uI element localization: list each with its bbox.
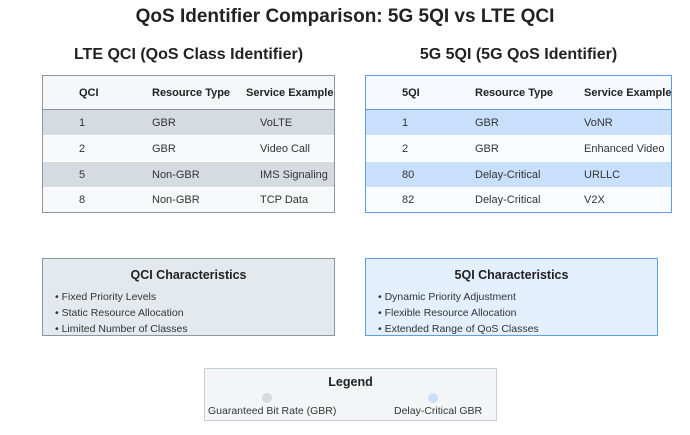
qci-characteristics-box: QCI Characteristics • Fixed Priority Lev… [42,258,335,336]
list-item: • Fixed Priority Levels [55,291,157,303]
table-cell: Non-GBR [152,168,200,181]
table-row: 8 Non-GBR TCP Data [43,188,334,212]
table-row: 80 Delay-Critical URLLC [366,162,671,188]
legend-label-gbr: Guaranteed Bit Rate (GBR) [208,405,337,417]
legend-label-delay-critical: Delay-Critical GBR [394,405,483,417]
table-cell: GBR [152,142,176,155]
list-item: • Dynamic Priority Adjustment [378,291,516,303]
lte-qci-table: QCI Resource Type Service Example 1 GBR … [42,75,335,213]
table-cell: Video Call [260,142,310,155]
5qi-characteristics-list: • Dynamic Priority Adjustment • Flexible… [378,289,539,337]
delay-critical-legend-swatch [428,393,438,403]
gbr-legend-swatch [262,393,272,403]
legend: Legend Guaranteed Bit Rate (GBR) Delay-C… [204,368,497,421]
table-row: 1 GBR VoNR [366,110,671,136]
table-cell: V2X [584,194,605,206]
list-item: • Extended Range of QoS Classes [378,323,539,335]
column-header: 5QI [402,86,420,99]
table-cell: 1 [402,116,409,129]
table-cell: Delay-Critical [475,168,541,181]
table-cell: 82 [402,194,415,206]
table-cell: URLLC [584,168,621,181]
table-cell: GBR [475,142,499,155]
table-row: 2 GBR Enhanced Video [366,136,671,162]
lte-section-heading: LTE QCI (QoS Class Identifier) [73,46,304,63]
5qi-characteristics-box: 5QI Characteristics • Dynamic Priority A… [365,258,658,336]
table-cell: Non-GBR [152,194,200,206]
list-item: • Flexible Resource Allocation [378,307,517,319]
table-cell: 2 [402,142,409,155]
table-cell: 5 [79,168,86,181]
nr-5qi-table: 5QI Resource Type Service Example 1 GBR … [365,75,672,213]
column-header: Resource Type [152,86,231,99]
table-cell: IMS Signaling [260,168,328,181]
5qi-characteristics-title: 5QI Characteristics [454,268,569,282]
table-cell: VoNR [584,116,613,129]
table-header-row: 5QI Resource Type Service Example [366,76,671,110]
table-row: 5 Non-GBR IMS Signaling [43,162,334,188]
column-header: Service Example [246,86,334,99]
table-cell: GBR [152,116,176,129]
list-item: • Limited Number of Classes [55,323,188,335]
table-cell: GBR [475,116,499,129]
nr-section-heading: 5G 5QI (5G QoS Identifier) [419,46,618,63]
page-title: QoS Identifier Comparison: 5G 5QI vs LTE… [135,6,555,27]
table-row: 1 GBR VoLTE [43,110,334,136]
column-header: Resource Type [475,86,554,99]
list-item: • Static Resource Allocation [55,307,184,319]
table-cell: 2 [79,142,86,155]
column-header: Service Example [584,86,672,99]
table-cell: VoLTE [260,116,293,129]
qci-characteristics-list: • Fixed Priority Levels • Static Resourc… [55,289,188,337]
table-cell: 1 [79,116,86,129]
table-cell: 8 [79,194,86,206]
table-row: 82 Delay-Critical V2X [366,188,671,212]
table-row: 2 GBR Video Call [43,136,334,162]
table-cell: TCP Data [260,194,309,206]
table-header-row: QCI Resource Type Service Example [43,76,334,110]
legend-title: Legend [328,375,373,389]
table-cell: 80 [402,168,415,181]
column-header: QCI [79,86,99,99]
table-cell: Enhanced Video [584,142,665,155]
qci-characteristics-title: QCI Characteristics [130,268,247,282]
table-cell: Delay-Critical [475,194,541,206]
